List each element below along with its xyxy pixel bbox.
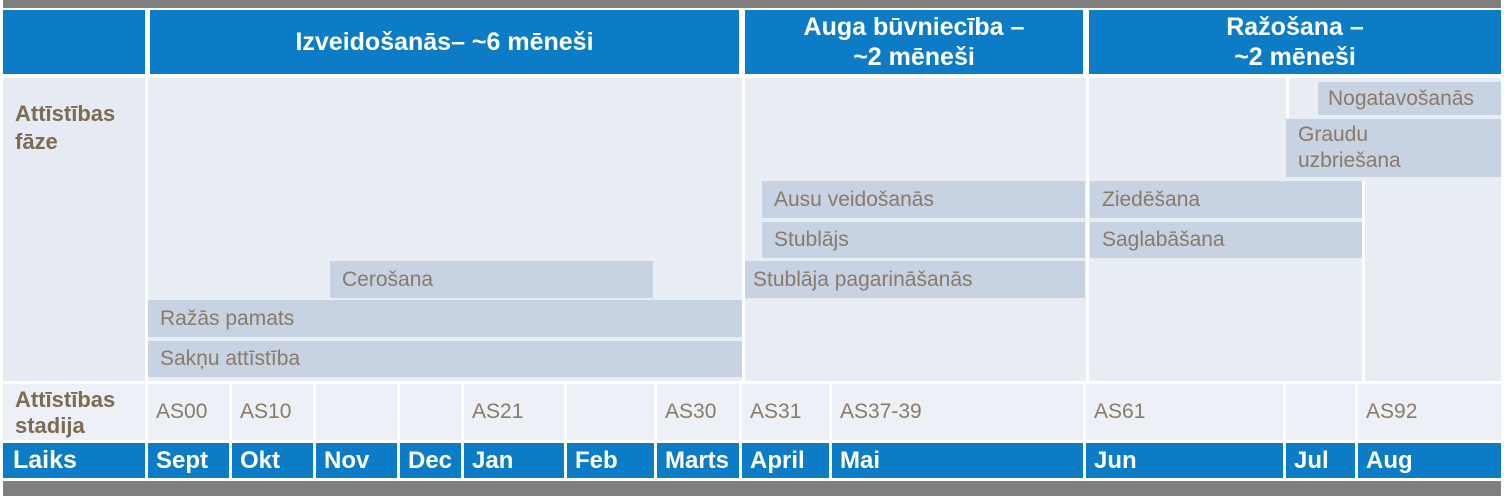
stage-cell-dec — [400, 384, 461, 440]
stage-cell-aug: AS92 — [1358, 384, 1501, 440]
stage-cell-marts: AS30 — [657, 384, 739, 440]
month-cell-marts: Marts — [657, 443, 739, 478]
stage-cell-nov — [316, 384, 397, 440]
stage-cell-jun: AS61 — [1086, 384, 1283, 440]
column-separator — [1086, 78, 1089, 381]
month-cell-dec: Dec — [400, 443, 461, 478]
stage-cell-mai: AS37-39 — [832, 384, 1083, 440]
month-cell-jul: Jul — [1286, 443, 1355, 478]
month-cell-jun: Jun — [1086, 443, 1283, 478]
bar-stublaja-pagarinasanas: Stublāja pagarināšanās — [745, 261, 1085, 298]
month-cell-feb: Feb — [567, 443, 654, 478]
bar-ausu-veidosanas: Ausu veidošanās — [762, 181, 1085, 218]
bar-stublajs: Stublājs — [762, 222, 1085, 258]
stage-cell-april: AS31 — [742, 384, 829, 440]
bottom-gray-strip — [3, 481, 1501, 496]
stage-cell-jul — [1286, 384, 1355, 440]
bar-cerosana: Cerošana — [330, 261, 653, 298]
phase-group-header-auga-buvnieciba: Auga būvniecība – ~2 mēneši — [745, 10, 1083, 74]
row-label-attistibas-faze: Attīstības fāze — [3, 78, 145, 381]
column-separator — [1362, 181, 1365, 381]
bar-graudu-uzbriesana: Graudu uzbriešana — [1286, 119, 1501, 177]
top-gray-strip — [3, 0, 1501, 8]
stage-cell-sept: AS00 — [148, 384, 229, 440]
row-label-laiks: Laiks — [3, 443, 145, 478]
month-cell-sept: Sept — [148, 443, 229, 478]
bar-razas-pamats: Ražās pamats — [148, 300, 742, 337]
phase-group-header-izveidosanas: Izveidošanās– ~6 mēneši — [150, 10, 739, 74]
bar-saglabasana: Saglabāšana — [1090, 222, 1362, 258]
month-cell-mai: Mai — [832, 443, 1083, 478]
bar-nogatavosanas: Nogatavošanās — [1318, 82, 1501, 115]
row-label-attistibas-stadija: Attīstības stadija — [3, 384, 145, 440]
month-cell-okt: Okt — [232, 443, 313, 478]
month-cell-jan: Jan — [464, 443, 564, 478]
column-separator — [742, 78, 745, 381]
bar-ziedesana: Ziedēšana — [1090, 181, 1362, 218]
bar-saknu-attistiba: Sakņu attīstība — [148, 341, 742, 377]
month-cell-aug: Aug — [1358, 443, 1501, 478]
header-corner-cell — [3, 10, 145, 74]
month-cell-april: April — [742, 443, 829, 478]
stage-cell-feb — [567, 384, 654, 440]
phase-chart-area: Nogatavošanās Graudu uzbriešana Ausu vei… — [148, 78, 1501, 381]
stage-cell-jan: AS21 — [464, 384, 564, 440]
month-cell-nov: Nov — [316, 443, 397, 478]
column-separator — [1286, 78, 1289, 118]
phase-group-header-razosana: Ražošana – ~2 mēneši — [1089, 10, 1501, 74]
stage-cell-okt: AS10 — [232, 384, 313, 440]
